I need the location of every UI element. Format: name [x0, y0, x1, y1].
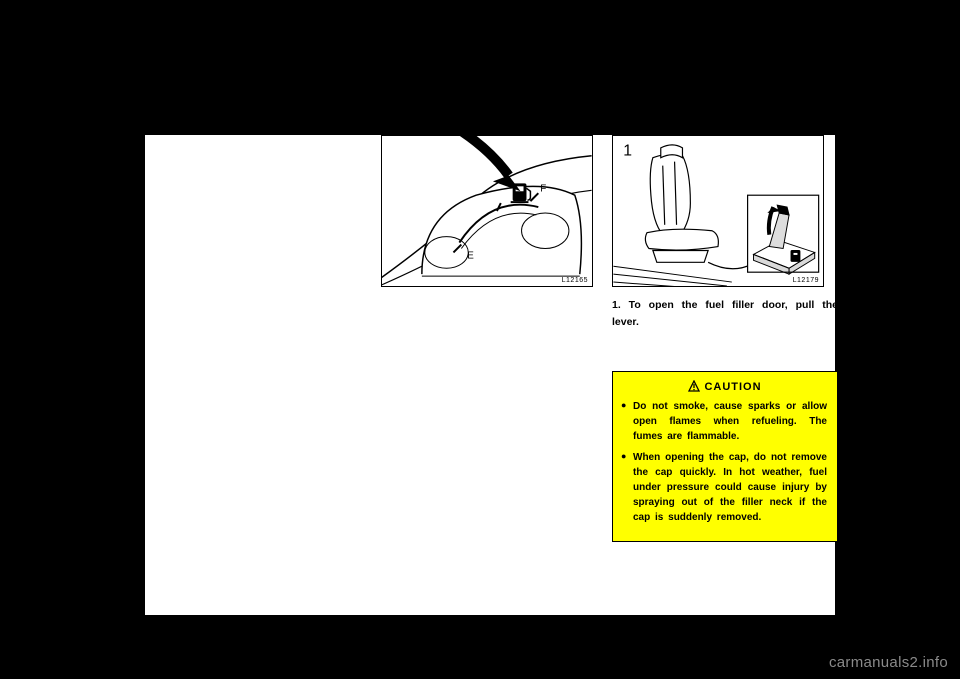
seat-lever-svg: 1: [613, 136, 823, 286]
caution-item: When opening the cap, do not remove the …: [623, 450, 827, 525]
figure-code: L12165: [562, 277, 588, 284]
caution-list: Do not smoke, cause sparks or allow open…: [623, 399, 827, 525]
figure-step-number: 1: [623, 143, 632, 160]
caution-heading-text: CAUTION: [704, 381, 761, 393]
pointer-arrow-icon: [461, 136, 520, 191]
caution-heading: CAUTION: [623, 380, 827, 393]
warning-triangle-icon: [688, 380, 700, 392]
lever-instruction-text: 1. To open the fuel filler door, pull th…: [612, 297, 838, 331]
fuel-gauge-svg: F E: [382, 136, 592, 286]
watermark-text: carmanuals2.info: [829, 654, 948, 671]
caution-item: Do not smoke, cause sparks or allow open…: [623, 399, 827, 444]
column-3: 1: [612, 135, 838, 542]
car-seat-icon: [645, 145, 718, 262]
caution-box: CAUTION Do not smoke, cause sparks or al…: [612, 371, 838, 542]
gauge-empty-label: E: [467, 250, 474, 261]
gauge-full-label: F: [540, 183, 546, 194]
manual-page: F E L: [145, 135, 835, 615]
column-2: F E L: [381, 135, 607, 287]
figure-fuel-door-lever: 1: [612, 135, 824, 287]
figure-code: L12179: [793, 277, 819, 284]
figure-fuel-gauge: F E L: [381, 135, 593, 287]
